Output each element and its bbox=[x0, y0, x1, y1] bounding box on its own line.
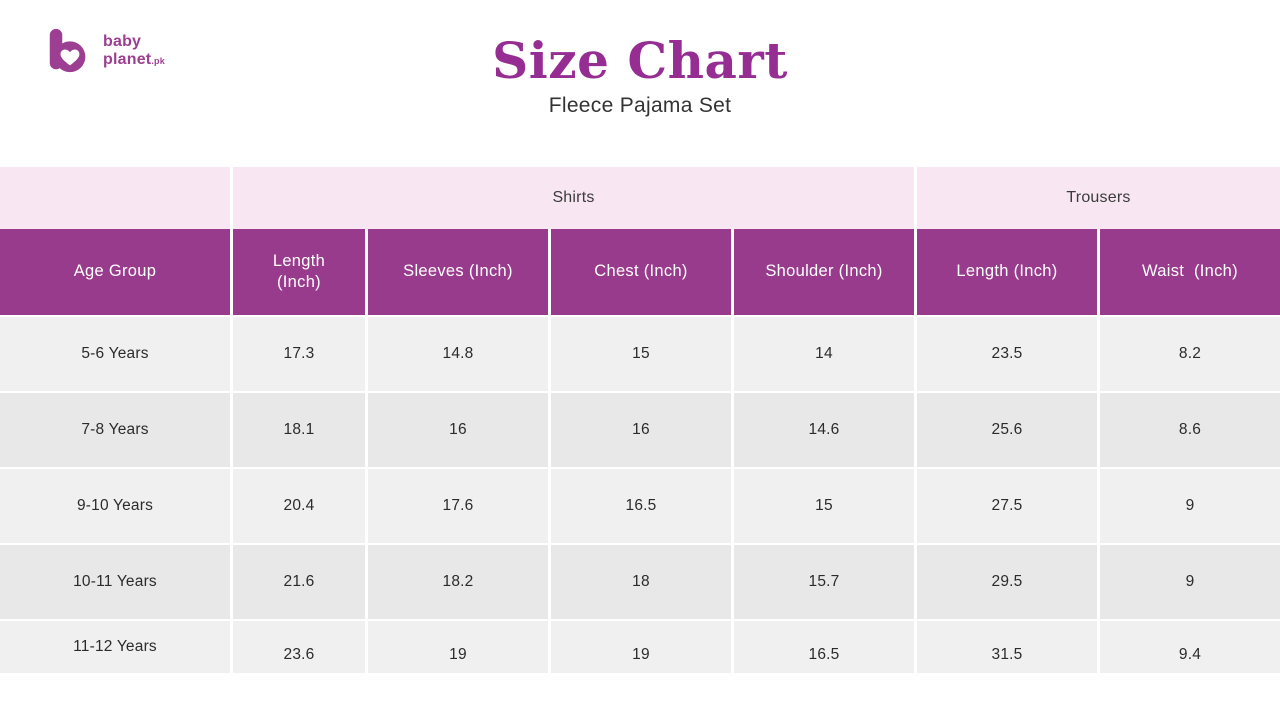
group-header-shirts: Shirts bbox=[233, 167, 914, 229]
column-header-shoulder-inch: Shoulder (Inch) bbox=[734, 229, 914, 317]
size-value-cell: 17.6 bbox=[368, 469, 548, 545]
size-value-cell: 14.6 bbox=[734, 393, 914, 469]
brand-wordmark: baby planet.pk bbox=[103, 33, 165, 68]
size-value-cell: 8.2 bbox=[1100, 317, 1280, 393]
size-value-cell: 16.5 bbox=[551, 469, 731, 545]
column-header-chest-inch: Chest (Inch) bbox=[551, 229, 731, 317]
brand-logo: baby planet.pk bbox=[44, 26, 165, 76]
page-header: baby planet.pk Size Chart Fleece Pajama … bbox=[0, 0, 1280, 167]
size-value-cell: 18.2 bbox=[368, 545, 548, 621]
age-group-cell: 11-12 Years bbox=[0, 621, 230, 673]
size-value-cell: 19 bbox=[368, 621, 548, 673]
size-value-cell: 23.6 bbox=[233, 621, 365, 673]
size-table: Shirts Trousers Age Group Length (Inch) Slee… bbox=[0, 167, 1280, 673]
size-value-cell: 16 bbox=[551, 393, 731, 469]
size-value-cell: 9 bbox=[1100, 545, 1280, 621]
page-title: Size Chart bbox=[492, 31, 788, 90]
group-header-spacer bbox=[0, 167, 230, 229]
size-value-cell: 29.5 bbox=[917, 545, 1097, 621]
size-value-cell: 20.4 bbox=[233, 469, 365, 545]
size-value-cell: 19 bbox=[551, 621, 731, 673]
size-value-cell: 18 bbox=[551, 545, 731, 621]
size-value-cell: 16.5 bbox=[734, 621, 914, 673]
group-header-trousers: Trousers bbox=[917, 167, 1280, 229]
age-group-cell: 7-8 Years bbox=[0, 393, 230, 469]
size-value-cell: 17.3 bbox=[233, 317, 365, 393]
size-value-cell: 18.1 bbox=[233, 393, 365, 469]
title-block: Size Chart Fleece Pajama Set bbox=[0, 0, 1280, 118]
column-header-length-inch: Length (Inch) bbox=[917, 229, 1097, 317]
size-value-cell: 15 bbox=[734, 469, 914, 545]
brand-wordmark-line1: baby bbox=[103, 33, 142, 51]
page-subtitle: Fleece Pajama Set bbox=[548, 94, 732, 117]
size-value-cell: 9 bbox=[1100, 469, 1280, 545]
size-value-cell: 16 bbox=[368, 393, 548, 469]
size-value-cell: 25.6 bbox=[917, 393, 1097, 469]
column-header-sleeves-inch: Sleeves (Inch) bbox=[368, 229, 548, 317]
size-value-cell: 8.6 bbox=[1100, 393, 1280, 469]
baby-planet-b-heart-icon bbox=[44, 26, 94, 76]
age-group-cell: 10-11 Years bbox=[0, 545, 230, 621]
brand-tld: .pk bbox=[151, 56, 165, 66]
column-header-length-inch: Length (Inch) bbox=[233, 229, 365, 317]
age-group-cell: 5-6 Years bbox=[0, 317, 230, 393]
column-header-age-group: Age Group bbox=[0, 229, 230, 317]
age-group-cell: 9-10 Years bbox=[0, 469, 230, 545]
size-value-cell: 15 bbox=[551, 317, 731, 393]
size-value-cell: 23.5 bbox=[917, 317, 1097, 393]
size-value-cell: 21.6 bbox=[233, 545, 365, 621]
size-value-cell: 15.7 bbox=[734, 545, 914, 621]
column-header-waist-inch: Waist (Inch) bbox=[1100, 229, 1280, 317]
size-value-cell: 31.5 bbox=[917, 621, 1097, 673]
size-value-cell: 14 bbox=[734, 317, 914, 393]
brand-wordmark-line2: planet.pk bbox=[103, 51, 165, 68]
size-value-cell: 9.4 bbox=[1100, 621, 1280, 673]
size-value-cell: 14.8 bbox=[368, 317, 548, 393]
size-value-cell: 27.5 bbox=[917, 469, 1097, 545]
